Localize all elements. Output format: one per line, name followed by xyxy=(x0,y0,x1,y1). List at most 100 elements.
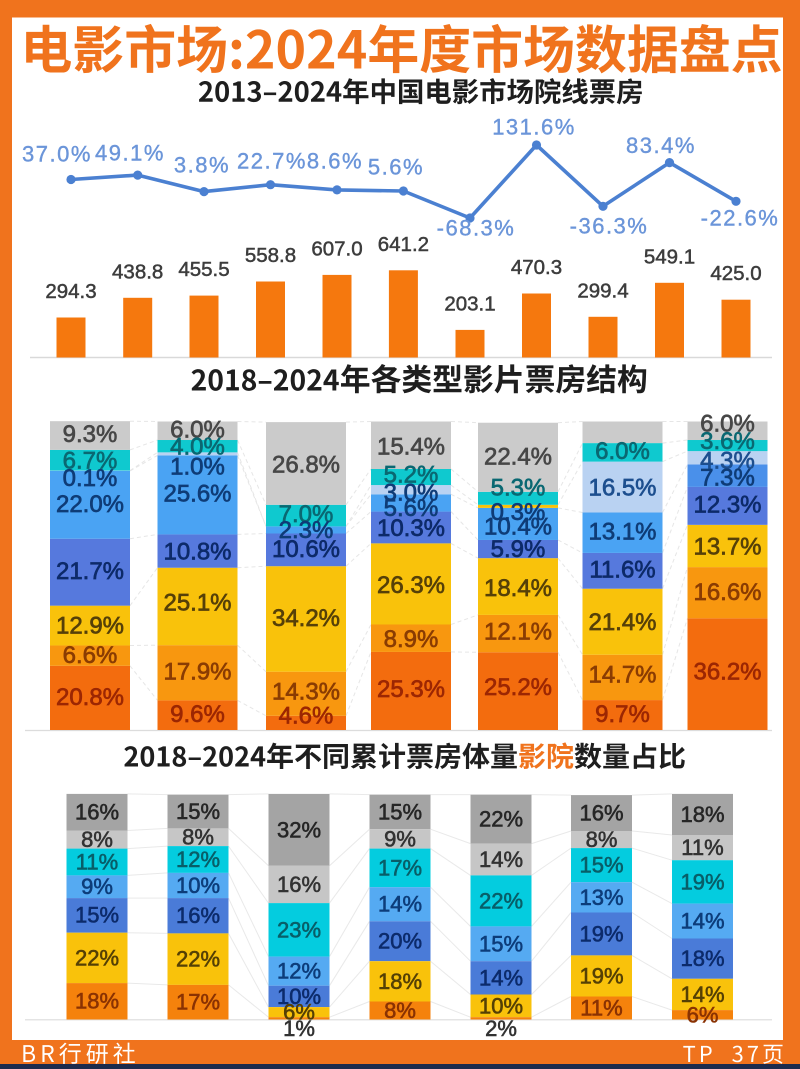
svg-text:12%: 12% xyxy=(277,959,321,984)
svg-text:32%: 32% xyxy=(277,817,321,842)
svg-text:8%: 8% xyxy=(81,827,113,852)
svg-text:16%: 16% xyxy=(579,801,623,826)
svg-text:5.3%: 5.3% xyxy=(491,474,546,501)
svg-text:10.4%: 10.4% xyxy=(484,513,552,540)
svg-text:23%: 23% xyxy=(277,917,321,942)
svg-text:20.8%: 20.8% xyxy=(56,684,124,711)
svg-text:10%: 10% xyxy=(176,873,220,898)
svg-text:13%: 13% xyxy=(579,885,623,910)
svg-text:10.8%: 10.8% xyxy=(163,539,231,566)
svg-text:20%: 20% xyxy=(378,929,422,954)
svg-text:7.0%: 7.0% xyxy=(279,501,334,528)
svg-text:425.0: 425.0 xyxy=(710,262,761,285)
svg-text:6%: 6% xyxy=(283,1000,315,1025)
svg-text:37.0%: 37.0% xyxy=(22,142,92,167)
svg-text:14%: 14% xyxy=(479,965,523,990)
svg-text:36.2%: 36.2% xyxy=(693,658,761,685)
svg-text:22%: 22% xyxy=(479,888,523,913)
svg-text:3.8%: 3.8% xyxy=(174,153,230,178)
svg-text:549.1: 549.1 xyxy=(644,245,695,268)
svg-text:10.6%: 10.6% xyxy=(272,536,340,563)
svg-text:18%: 18% xyxy=(75,989,119,1014)
svg-text:-68.3%: -68.3% xyxy=(437,216,516,241)
svg-text:13.1%: 13.1% xyxy=(588,519,656,546)
svg-text:12.9%: 12.9% xyxy=(56,613,124,640)
svg-text:11%: 11% xyxy=(76,850,118,875)
svg-text:8%: 8% xyxy=(586,827,618,852)
svg-text:6.0%: 6.0% xyxy=(595,438,650,465)
svg-text:11.6%: 11.6% xyxy=(589,557,655,584)
svg-text:299.4: 299.4 xyxy=(577,279,628,302)
svg-text:83.4%: 83.4% xyxy=(626,133,696,158)
svg-text:12.1%: 12.1% xyxy=(484,618,552,645)
svg-text:607.0: 607.0 xyxy=(311,237,362,260)
svg-text:16.6%: 16.6% xyxy=(693,579,761,606)
svg-text:11%: 11% xyxy=(681,835,723,860)
svg-text:15%: 15% xyxy=(75,903,119,928)
svg-text:16%: 16% xyxy=(176,903,220,928)
svg-text:14.7%: 14.7% xyxy=(588,662,656,689)
svg-text:558.8: 558.8 xyxy=(245,244,296,267)
svg-text:25.6%: 25.6% xyxy=(163,481,231,508)
svg-text:9%: 9% xyxy=(384,826,416,851)
svg-text:26.3%: 26.3% xyxy=(377,572,445,599)
svg-text:5.9%: 5.9% xyxy=(491,536,546,563)
svg-text:4.3%: 4.3% xyxy=(700,448,755,475)
svg-text:15.4%: 15.4% xyxy=(377,434,445,461)
svg-text:5.2%: 5.2% xyxy=(384,461,439,488)
svg-text:9%: 9% xyxy=(81,874,113,899)
svg-text:19%: 19% xyxy=(579,963,623,988)
svg-text:22%: 22% xyxy=(479,807,523,832)
svg-text:6%: 6% xyxy=(687,1002,719,1027)
svg-text:2.3%: 2.3% xyxy=(279,517,334,544)
svg-text:19%: 19% xyxy=(579,921,623,946)
svg-text:8.6%: 8.6% xyxy=(307,149,363,174)
svg-text:12.3%: 12.3% xyxy=(693,492,761,519)
svg-text:22.7%: 22.7% xyxy=(237,149,307,174)
svg-text:21.7%: 21.7% xyxy=(56,558,124,585)
svg-text:0.3%: 0.3% xyxy=(491,499,546,526)
svg-text:11%: 11% xyxy=(580,996,622,1021)
svg-text:9.7%: 9.7% xyxy=(595,701,650,728)
svg-text:16%: 16% xyxy=(277,872,321,897)
svg-text:16.5%: 16.5% xyxy=(588,474,656,501)
svg-text:4.6%: 4.6% xyxy=(279,703,334,730)
svg-text:-22.6%: -22.6% xyxy=(701,206,780,231)
svg-text:19%: 19% xyxy=(680,869,724,894)
svg-text:14%: 14% xyxy=(680,909,724,934)
svg-text:18%: 18% xyxy=(680,946,724,971)
svg-text:15%: 15% xyxy=(378,799,422,824)
svg-text:25.1%: 25.1% xyxy=(163,590,231,617)
svg-text:9.6%: 9.6% xyxy=(170,701,225,728)
svg-text:4.0%: 4.0% xyxy=(170,434,225,461)
svg-text:6.0%: 6.0% xyxy=(170,417,225,444)
svg-text:641.2: 641.2 xyxy=(378,233,429,256)
svg-text:21.4%: 21.4% xyxy=(588,609,656,636)
svg-text:17%: 17% xyxy=(378,855,422,880)
svg-text:7.3%: 7.3% xyxy=(700,464,755,491)
svg-text:6.7%: 6.7% xyxy=(63,448,118,475)
svg-text:-36.3%: -36.3% xyxy=(570,214,649,239)
svg-text:5.6%: 5.6% xyxy=(368,155,424,180)
svg-text:17%: 17% xyxy=(176,990,220,1015)
svg-text:16%: 16% xyxy=(75,800,119,825)
svg-text:18%: 18% xyxy=(680,802,724,827)
svg-text:17.9%: 17.9% xyxy=(163,659,231,686)
svg-text:0.1%: 0.1% xyxy=(63,465,118,492)
svg-text:8%: 8% xyxy=(384,998,416,1023)
svg-text:455.5: 455.5 xyxy=(178,258,229,281)
svg-text:9.3%: 9.3% xyxy=(63,421,118,448)
svg-text:470.3: 470.3 xyxy=(511,256,562,279)
svg-text:203.1: 203.1 xyxy=(444,292,495,315)
svg-text:15%: 15% xyxy=(579,853,623,878)
svg-text:131.6%: 131.6% xyxy=(492,115,576,140)
svg-text:10.3%: 10.3% xyxy=(377,515,445,542)
svg-text:49.1%: 49.1% xyxy=(95,141,165,166)
svg-text:5.6%: 5.6% xyxy=(384,495,439,522)
svg-text:3.0%: 3.0% xyxy=(384,479,439,506)
svg-text:3.6%: 3.6% xyxy=(700,428,755,455)
svg-text:18.4%: 18.4% xyxy=(484,575,552,602)
svg-text:22%: 22% xyxy=(75,946,119,971)
svg-text:1%: 1% xyxy=(283,1016,315,1041)
svg-text:294.3: 294.3 xyxy=(45,280,96,303)
